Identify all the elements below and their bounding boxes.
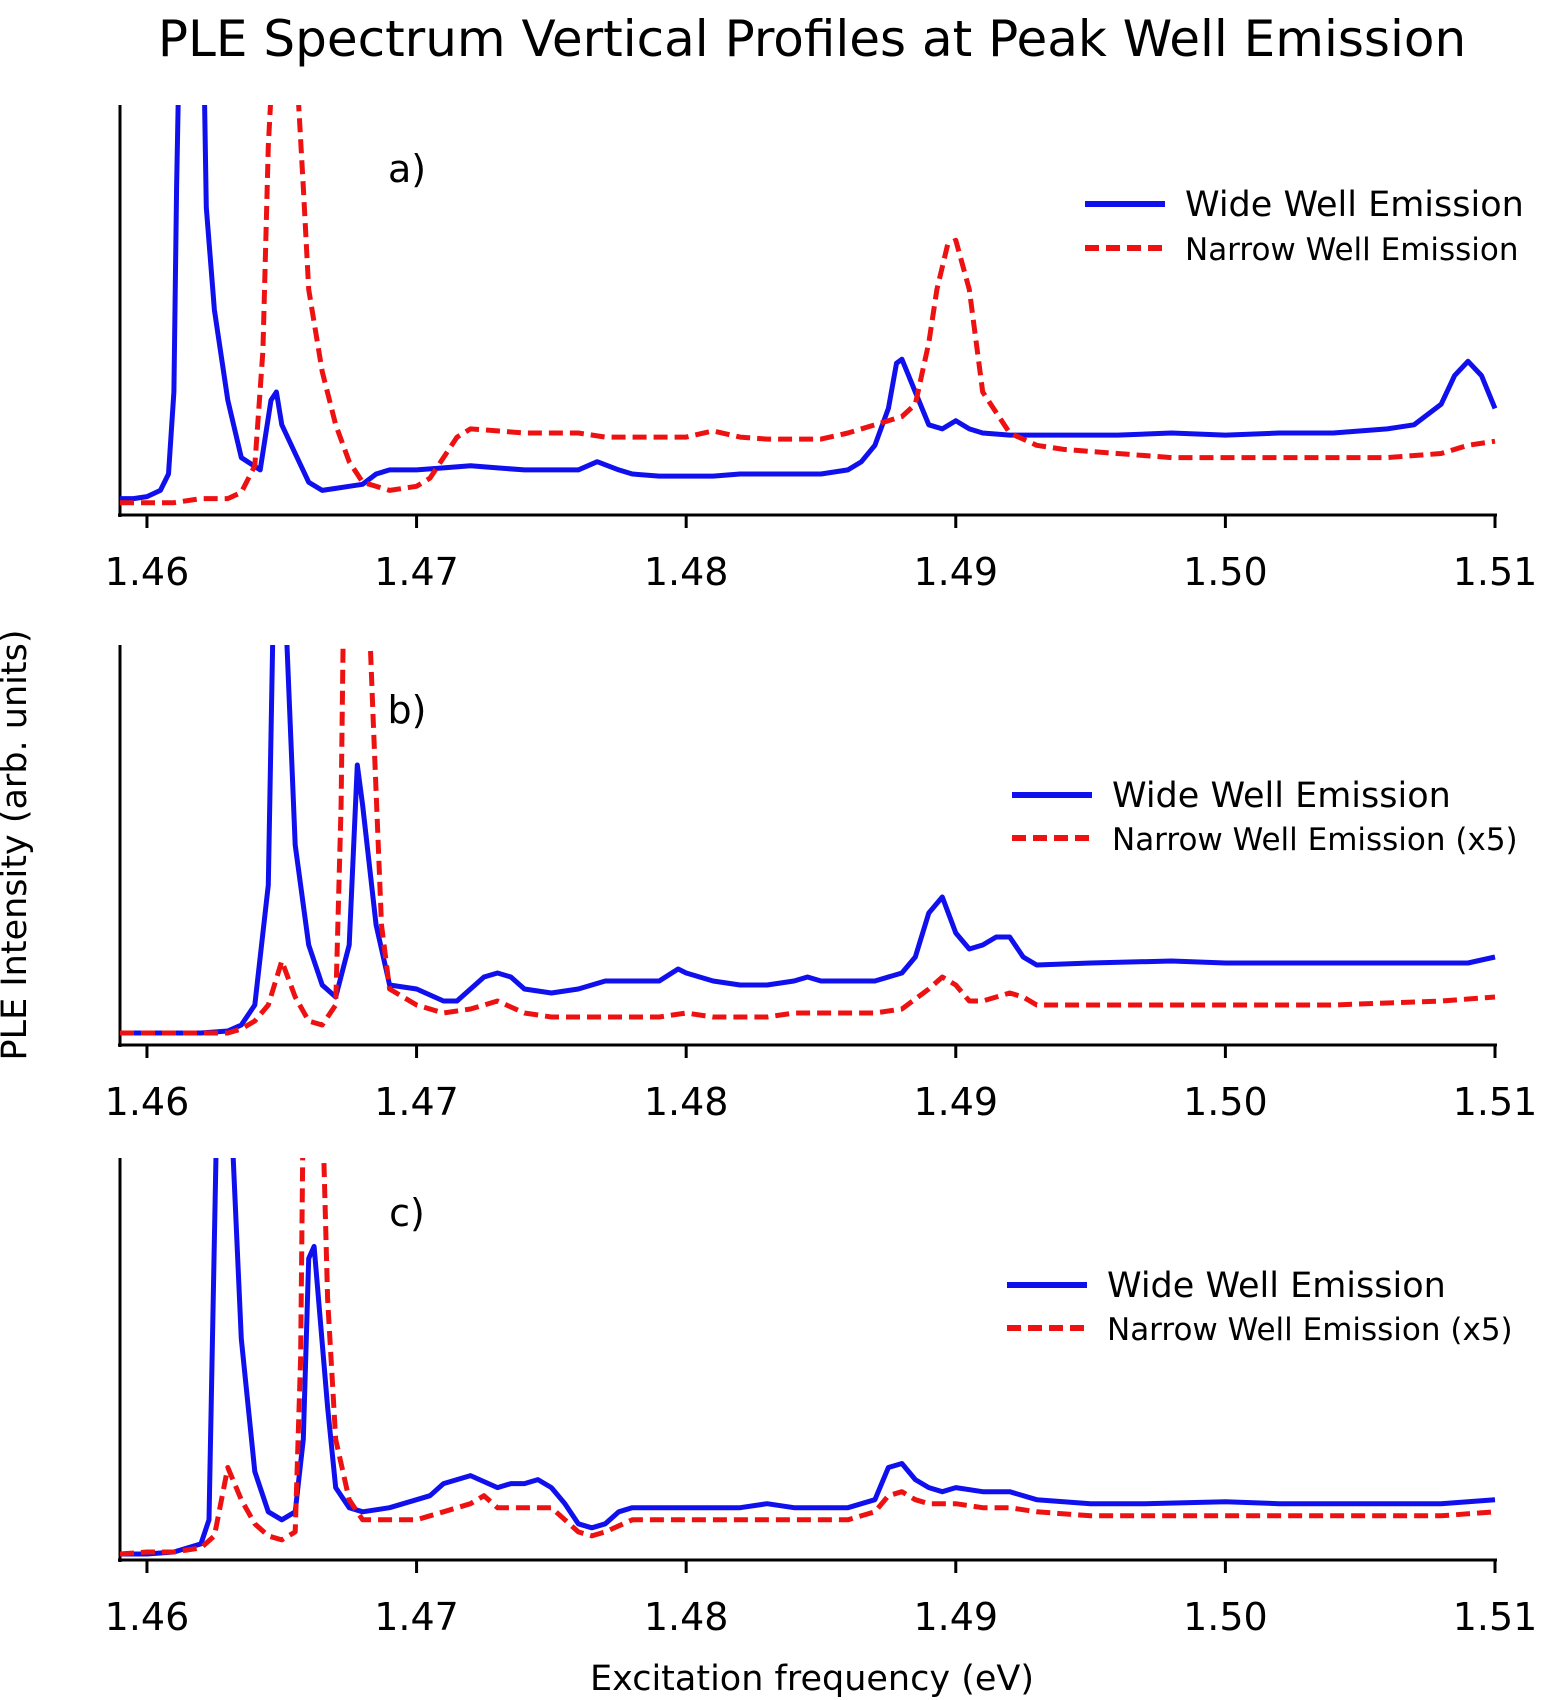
legend: Wide Well Emission Narrow Well Emission (… [1007,1266,1513,1348]
x-tick-label: 1.51 [1453,1080,1538,1124]
wide-well-series-line [120,645,1496,1036]
legend-entry-label: Narrow Well Emission [1185,232,1519,268]
legend: Wide Well Emission Narrow Well Emission (… [1012,776,1518,858]
legend-entry-label: Wide Well Emission [1112,776,1451,816]
panel-label: b) [388,688,427,732]
x-tick-label: 1.48 [644,550,729,594]
legend-entry-label: Narrow Well Emission (x5) [1107,1312,1513,1348]
panel-b: 1.46 1.47 1.48 1.49 1.50 1.51 b) Wide Well Emis… [105,645,1538,1124]
panels: 1.46 1.47 1.48 1.49 1.50 1.51 a) Wide Well Emis… [105,105,1538,1639]
legend: Wide Well Emission Narrow Well Emission [1085,185,1524,268]
x-tick-label: 1.50 [1183,1080,1268,1124]
legend-entry-label: Wide Well Emission [1107,1266,1446,1306]
x-tick-label: 1.49 [913,1080,998,1124]
x-tick-label: 1.47 [374,1080,459,1124]
x-tick-label: 1.51 [1453,1595,1538,1639]
x-tick-label: 1.47 [374,1595,459,1639]
panel-label: c) [389,1191,425,1235]
x-tick-label: 1.49 [913,550,998,594]
x-tick-label: 1.48 [644,1080,729,1124]
wide-well-series-line [120,1158,1496,1557]
x-tick-label: 1.48 [644,1595,729,1639]
narrow-well-series-line [120,105,1496,506]
panel-label: a) [388,147,426,191]
x-tick-label: 1.50 [1183,550,1268,594]
x-tick-label: 1.47 [374,550,459,594]
legend-entry-label: Wide Well Emission [1185,185,1524,225]
narrow-well-series-line [120,645,1496,1036]
x-tick-label: 1.46 [105,1595,190,1639]
x-tick-label: 1.46 [105,1080,190,1124]
chart-title: PLE Spectrum Vertical Profiles at Peak W… [158,10,1466,68]
legend-entry-label: Narrow Well Emission (x5) [1112,822,1518,858]
narrow-well-series-line [120,1158,1496,1557]
x-axis-label: Excitation frequency (eV) [590,1659,1034,1699]
y-axis-label: PLE Intensity (arb. units) [0,630,35,1061]
panel-a: 1.46 1.47 1.48 1.49 1.50 1.51 a) Wide Well Emis… [105,105,1538,594]
wide-well-series-line [120,105,1498,502]
x-tick-label: 1.46 [105,550,190,594]
x-tick-label: 1.49 [913,1595,998,1639]
x-tick-label: 1.50 [1183,1595,1268,1639]
panel-c: 1.46 1.47 1.48 1.49 1.50 1.51 c) Wide Well Emis… [105,1158,1538,1639]
x-tick-label: 1.51 [1453,550,1538,594]
